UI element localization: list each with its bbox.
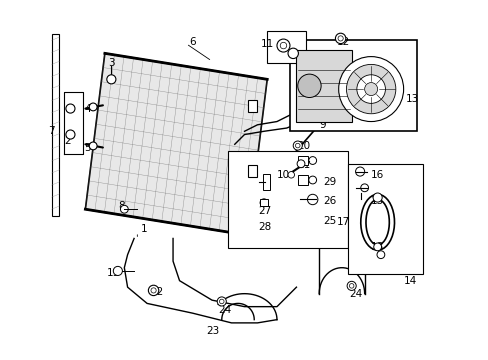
Polygon shape	[85, 53, 266, 235]
Circle shape	[276, 39, 289, 52]
Circle shape	[293, 141, 302, 150]
Circle shape	[373, 243, 381, 251]
Text: 3: 3	[108, 58, 114, 68]
Circle shape	[66, 130, 75, 139]
Bar	[348, 164, 422, 274]
Circle shape	[307, 194, 317, 205]
Text: 24: 24	[218, 305, 231, 315]
Text: 29: 29	[323, 177, 336, 187]
Circle shape	[335, 33, 345, 44]
Circle shape	[287, 172, 294, 178]
Text: 24: 24	[349, 289, 362, 299]
Circle shape	[260, 199, 267, 207]
Text: 6: 6	[189, 37, 196, 47]
Text: 26: 26	[323, 197, 336, 206]
Circle shape	[338, 57, 403, 122]
Text: 17: 17	[336, 217, 349, 227]
Text: 18: 18	[370, 242, 384, 252]
Circle shape	[308, 176, 316, 184]
Circle shape	[297, 74, 321, 98]
Text: 21: 21	[297, 160, 310, 170]
Text: 13: 13	[405, 94, 418, 104]
Text: 22: 22	[150, 287, 163, 297]
Text: 16: 16	[370, 170, 384, 180]
Text: 10: 10	[276, 170, 289, 180]
Circle shape	[106, 75, 116, 84]
Circle shape	[151, 288, 156, 293]
Text: 19: 19	[106, 268, 120, 278]
Bar	[289, 40, 416, 131]
Text: 7: 7	[47, 126, 54, 136]
Circle shape	[219, 299, 224, 304]
Text: 14: 14	[403, 276, 416, 286]
Text: 27: 27	[258, 206, 271, 216]
Bar	[247, 100, 257, 112]
Circle shape	[346, 64, 395, 114]
Circle shape	[376, 251, 384, 258]
Bar	[52, 34, 59, 216]
Text: 15: 15	[370, 197, 384, 206]
Text: 8: 8	[118, 201, 124, 211]
Circle shape	[295, 143, 300, 148]
Text: 5: 5	[84, 143, 90, 153]
Text: 1: 1	[140, 224, 147, 234]
Text: 28: 28	[258, 222, 271, 233]
Circle shape	[355, 167, 364, 176]
Circle shape	[113, 266, 122, 275]
Bar	[297, 175, 307, 185]
Text: 23: 23	[206, 326, 220, 336]
Circle shape	[372, 193, 382, 202]
Bar	[247, 165, 257, 177]
Circle shape	[356, 75, 385, 103]
Circle shape	[360, 184, 368, 192]
Circle shape	[89, 103, 97, 111]
Circle shape	[346, 281, 355, 291]
Bar	[262, 174, 270, 190]
Bar	[266, 31, 305, 63]
Text: 11: 11	[260, 39, 273, 49]
Circle shape	[148, 285, 159, 296]
Circle shape	[349, 284, 353, 288]
Text: 4: 4	[84, 104, 90, 113]
Circle shape	[337, 36, 343, 41]
Circle shape	[120, 205, 128, 213]
Circle shape	[280, 42, 286, 49]
Circle shape	[297, 160, 305, 168]
Circle shape	[89, 142, 97, 150]
Circle shape	[66, 104, 75, 113]
Bar	[228, 151, 348, 248]
Text: 20: 20	[297, 140, 310, 150]
Circle shape	[217, 297, 226, 306]
Text: 25: 25	[323, 216, 336, 226]
Text: 9: 9	[319, 120, 325, 130]
Circle shape	[308, 157, 316, 165]
Circle shape	[287, 48, 298, 59]
Circle shape	[364, 82, 377, 95]
Text: 12: 12	[336, 37, 349, 47]
Bar	[296, 50, 351, 122]
Text: 2: 2	[64, 136, 71, 146]
Bar	[297, 156, 307, 165]
Bar	[260, 199, 267, 206]
